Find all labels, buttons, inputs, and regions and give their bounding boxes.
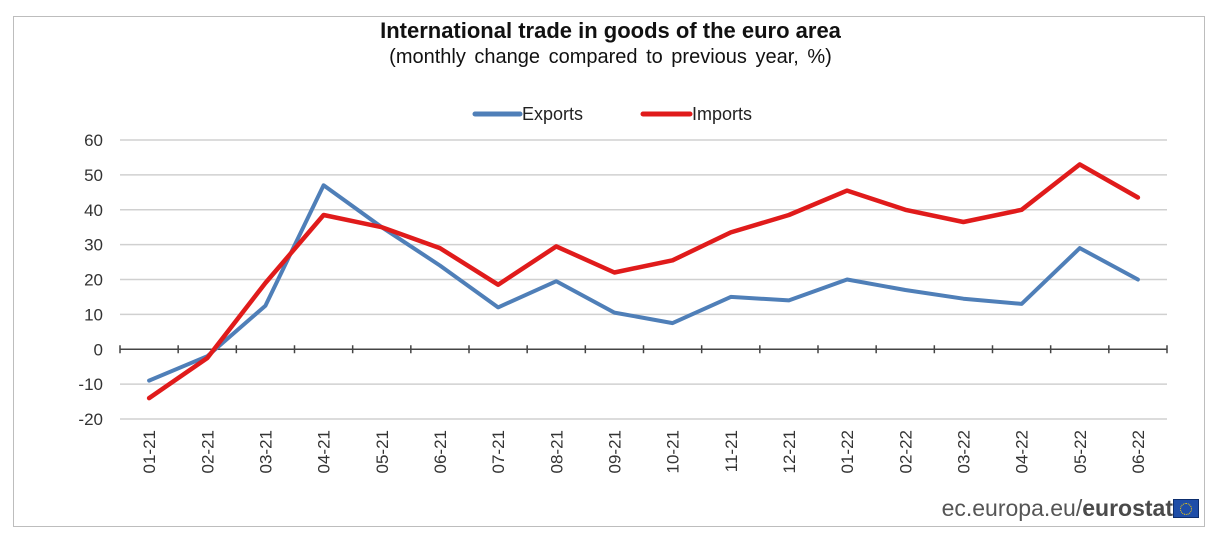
chart-title: International trade in goods of the euro… <box>380 18 841 43</box>
x-tick-label: 02-22 <box>896 430 915 473</box>
source-brand: eurostat <box>1082 495 1173 521</box>
x-tick-label: 10-21 <box>664 430 683 473</box>
y-tick-label: 0 <box>94 340 103 359</box>
y-axis-tick-labels: -20 -10 0 10 20 30 40 50 60 <box>78 131 103 429</box>
x-tick-label: 05-22 <box>1071 430 1090 473</box>
y-tick-label: 10 <box>84 305 103 324</box>
x-tick-label: 11-21 <box>722 430 741 472</box>
chart-subtitle: (monthly change compared to previous yea… <box>389 46 832 68</box>
x-tick-label: 03-21 <box>256 430 275 473</box>
x-tick-label: 05-21 <box>373 430 392 473</box>
x-tick-label: 06-22 <box>1129 430 1148 473</box>
y-tick-label: 40 <box>84 201 103 220</box>
legend-label-imports: Imports <box>692 104 752 124</box>
x-tick-label: 03-22 <box>954 430 973 473</box>
x-axis-tick-labels: 01-21 02-21 03-21 04-21 05-21 06-21 07-21 08-21… <box>140 430 1148 473</box>
x-tick-label: 12-21 <box>780 430 799 473</box>
y-tick-label: 30 <box>84 236 103 255</box>
x-tick-label: 07-21 <box>489 430 508 473</box>
series-lines <box>146 162 1141 401</box>
x-tick-label: 01-21 <box>140 430 159 473</box>
legend-label-exports: Exports <box>522 104 583 124</box>
y-tick-label: 60 <box>84 131 103 150</box>
x-tick-label: 04-22 <box>1013 430 1032 473</box>
y-tick-label: -20 <box>78 410 103 429</box>
legend: Exports Imports <box>472 104 752 124</box>
y-tick-label: 50 <box>84 166 103 185</box>
eu-flag-icon <box>1173 499 1199 518</box>
x-tick-label: 09-21 <box>605 430 624 473</box>
y-tick-label: -10 <box>78 375 103 394</box>
x-axis <box>119 345 1168 354</box>
x-tick-label: 01-22 <box>838 430 857 473</box>
x-tick-label: 02-21 <box>198 430 217 473</box>
series-line-exports <box>147 183 1140 383</box>
y-tick-label: 20 <box>84 271 103 290</box>
source-footer[interactable]: ec.europa.eu/eurostat <box>942 495 1173 522</box>
x-tick-label: 08-21 <box>547 430 566 473</box>
source-site: ec.europa.eu/ <box>941 495 1083 521</box>
x-tick-label: 04-21 <box>315 430 334 473</box>
x-tick-label: 06-21 <box>431 430 450 473</box>
series-line-imports <box>146 162 1141 401</box>
